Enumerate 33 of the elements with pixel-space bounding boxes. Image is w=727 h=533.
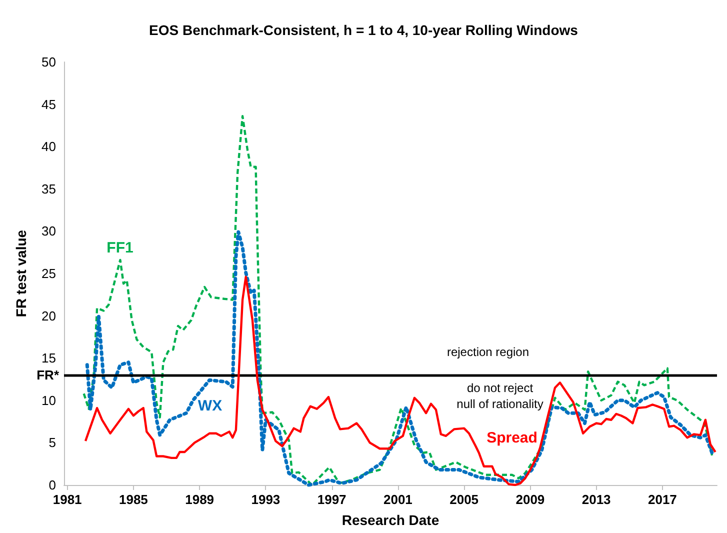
y-tick-label: 25 (42, 266, 56, 281)
y-tick-label: 10 (42, 392, 56, 408)
y-tick-label: 15 (42, 350, 56, 366)
x-tick-label: 1981 (52, 492, 82, 507)
x-axis-title: Research Date (342, 512, 440, 528)
y-tick-label: 40 (42, 139, 56, 154)
y-tick-label: 45 (42, 96, 56, 112)
x-tick-label: 2009 (516, 492, 545, 507)
y-tick-label: 50 (42, 54, 56, 70)
line-series (84, 276, 716, 486)
x-tick-label: 2013 (582, 492, 611, 507)
x-tick-label: 2017 (648, 492, 677, 507)
x-tick-label: 2001 (383, 492, 412, 507)
y-tick-label: 20 (42, 308, 56, 324)
x-tick-label: 1985 (118, 492, 148, 507)
y-tick-label: 35 (42, 181, 56, 196)
y-tick-label: 0 (48, 478, 56, 492)
y-tick-label: 5 (48, 435, 56, 450)
series-label: FF1 (106, 240, 134, 256)
annotation: do not reject null of rationality (456, 381, 544, 411)
x-tick-label: 1993 (251, 492, 280, 507)
annotation: rejection region (446, 345, 530, 359)
y-tick-label: 30 (42, 224, 56, 239)
ref-line-label: FR* (36, 368, 60, 383)
x-tick-label: 1989 (185, 492, 214, 507)
x-tick-label: 1997 (317, 492, 346, 507)
x-tick-label: 2005 (450, 492, 479, 507)
y-axis-title: FR test value (13, 230, 29, 318)
series-label: Spread (486, 430, 538, 446)
line-series (82, 115, 714, 486)
line-series (85, 230, 714, 487)
series-label: WX (198, 398, 222, 414)
chart-title: EOS Benchmark-Consistent, h = 1 to 4, 10-year Rolling Windows (149, 22, 578, 38)
